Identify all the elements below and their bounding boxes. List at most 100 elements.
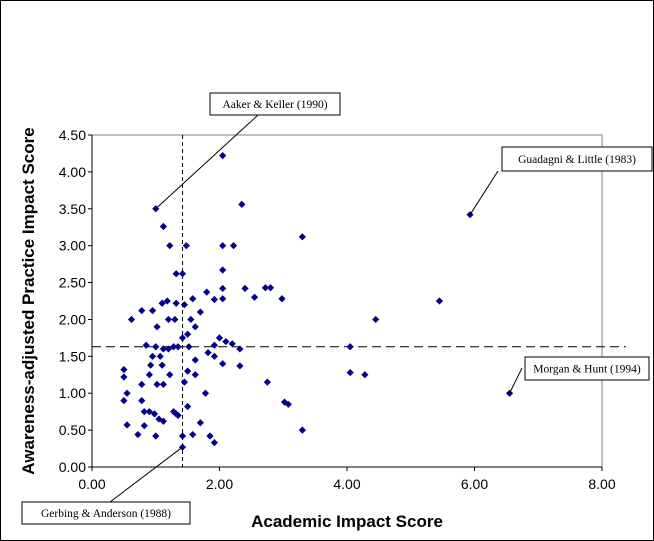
data-point	[172, 270, 180, 278]
data-point	[123, 389, 131, 397]
data-point	[127, 315, 136, 324]
annotations: Aaker & Keller (1990) Guadagni & Little (…	[21, 92, 653, 525]
data-point	[163, 297, 171, 305]
data-point	[171, 315, 179, 324]
data-point	[156, 352, 164, 360]
data-point	[189, 430, 197, 439]
data-point	[241, 284, 249, 293]
data-point	[138, 306, 146, 315]
data-point	[210, 295, 218, 304]
data-point	[238, 200, 246, 208]
x-tick-label: 4.00	[333, 476, 360, 492]
data-point	[210, 439, 218, 447]
annotation-label: Morgan & Hunt (1994)	[533, 364, 641, 376]
data-point	[180, 378, 189, 386]
data-point	[206, 432, 214, 440]
annotation-label: Aaker & Keller (1990)	[222, 99, 327, 111]
data-point	[120, 366, 128, 374]
data-point	[172, 299, 180, 307]
data-point	[203, 288, 211, 296]
data-point	[210, 341, 218, 349]
data-point	[142, 341, 150, 349]
y-axis-ticks: 0.00 0.50 1.00 1.50 2.00 2.50 3.00 3.50 4.00 4.50	[59, 127, 92, 475]
data-point	[204, 349, 212, 357]
data-point	[236, 345, 244, 353]
data-point	[159, 380, 167, 388]
data-point	[178, 432, 187, 440]
annotation-label: Gerbing & Anderson (1988)	[41, 508, 171, 520]
data-point	[236, 362, 244, 370]
data-point	[201, 389, 210, 397]
data-point	[174, 343, 182, 351]
data-point	[153, 323, 161, 331]
data-point	[346, 368, 354, 377]
data-point	[435, 297, 444, 305]
data-point	[164, 315, 173, 324]
data-point	[346, 343, 354, 351]
data-point	[152, 343, 160, 351]
data-point	[172, 410, 180, 418]
x-axis-title: Academic Impact Score	[251, 512, 443, 531]
x-tick-label: 0.00	[78, 476, 105, 492]
data-point	[219, 152, 227, 160]
y-tick-label: 2.50	[59, 275, 86, 291]
data-point	[278, 295, 286, 303]
data-point	[148, 352, 157, 360]
data-point	[191, 371, 199, 379]
data-point	[159, 345, 167, 353]
annotation-leader-line	[469, 170, 499, 215]
data-point	[147, 361, 155, 369]
x-axis-ticks: 0.00 2.00 4.00 6.00 8.00	[78, 467, 616, 492]
data-point	[250, 293, 259, 301]
annotation-box	[524, 356, 650, 381]
data-point	[219, 266, 227, 274]
data-point	[148, 306, 157, 315]
data-point	[159, 222, 167, 231]
data-point	[210, 352, 218, 360]
data-point	[187, 315, 195, 324]
data-point	[266, 284, 275, 292]
data-point	[219, 284, 227, 293]
y-tick-label: 4.50	[59, 127, 86, 143]
annotation-box	[501, 146, 653, 172]
y-tick-label: 3.50	[59, 201, 86, 217]
data-point	[120, 373, 128, 381]
y-tick-label: 1.50	[59, 348, 86, 364]
data-point	[182, 242, 190, 250]
annotation-box	[21, 501, 191, 525]
annotation-leader-line	[109, 446, 183, 503]
data-point	[196, 419, 204, 427]
data-point	[155, 415, 163, 423]
data-point	[138, 397, 146, 405]
annotation-box	[209, 92, 341, 116]
data-point	[215, 334, 224, 342]
x-tick-label: 2.00	[206, 476, 233, 492]
data-point	[145, 408, 153, 416]
y-tick-label: 0.50	[59, 422, 86, 438]
data-point	[196, 308, 204, 316]
data-point	[222, 337, 230, 346]
data-point	[153, 380, 161, 388]
x-tick-label: 6.00	[461, 476, 488, 492]
data-point	[191, 356, 199, 364]
data-point	[219, 295, 227, 303]
x-tick-label: 8.00	[588, 476, 615, 492]
y-axis-title: Awareness-adjusted Practice Impact Score	[19, 127, 38, 474]
data-point	[123, 421, 131, 429]
data-point	[185, 343, 193, 351]
y-tick-label: 0.00	[59, 459, 86, 475]
data-point	[138, 380, 146, 388]
data-point	[184, 330, 192, 338]
data-point	[361, 371, 369, 379]
data-point	[284, 400, 292, 408]
data-point	[150, 410, 159, 418]
data-point	[140, 422, 148, 430]
data-point	[134, 430, 142, 439]
data-point	[158, 361, 166, 369]
data-point	[372, 315, 380, 324]
data-point	[164, 345, 173, 353]
data-point	[261, 284, 269, 292]
data-point	[180, 301, 189, 309]
data-point	[263, 378, 271, 386]
data-point	[228, 340, 236, 348]
